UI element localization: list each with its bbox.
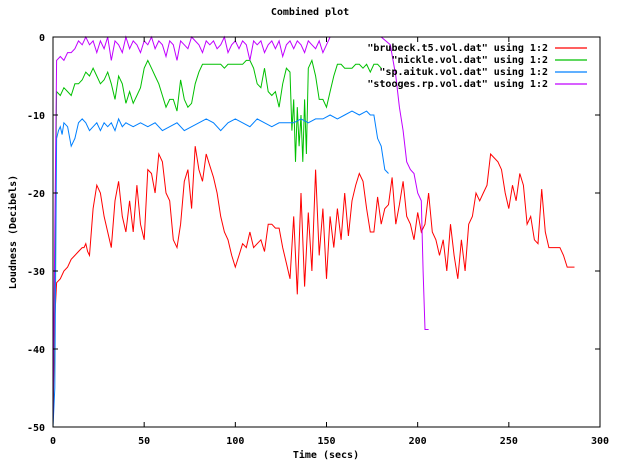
- series-line-2: [52, 110, 389, 428]
- x-axis-label: Time (secs): [293, 449, 359, 461]
- x-tick-label: 50: [138, 436, 150, 447]
- y-tick-label: -40: [27, 345, 45, 356]
- series-layer: [52, 35, 575, 428]
- legend-label: "stooges.rp.vol.dat" using 1:2: [367, 78, 548, 90]
- y-tick-label: -10: [27, 111, 45, 122]
- y-tick-label: -20: [27, 189, 45, 200]
- chart-title: Combined plot: [271, 6, 349, 18]
- legend-label: "brubeck.t5.vol.dat" using 1:2: [367, 42, 548, 54]
- legend-label: "sp.aituk.vol.dat" using 1:2: [379, 66, 548, 78]
- series-line-3: [52, 35, 429, 428]
- series-line-0: [52, 146, 575, 420]
- plot-frame: [52, 36, 601, 428]
- x-tick-label: 100: [226, 436, 244, 447]
- y-tick-label: -50: [27, 423, 45, 434]
- x-tick-label: 200: [409, 436, 427, 447]
- y-axis-label: Loudness (Decibels): [7, 175, 19, 289]
- y-tick-label: -30: [27, 267, 45, 278]
- legend: "brubeck.t5.vol.dat" using 1:2"nickle.vo…: [367, 42, 587, 90]
- axis-ticks: 0 50 100 150 200 250 300 0 -10 -20 -30 -40 -50: [27, 33, 609, 447]
- legend-label: "nickle.vol.dat" using 1:2: [391, 54, 548, 66]
- x-tick-label: 0: [50, 436, 56, 447]
- x-tick-label: 300: [591, 436, 609, 447]
- y-tick-label: 0: [39, 33, 45, 44]
- x-tick-label: 150: [317, 436, 335, 447]
- x-tick-label: 250: [500, 436, 518, 447]
- series-line-1: [52, 58, 382, 428]
